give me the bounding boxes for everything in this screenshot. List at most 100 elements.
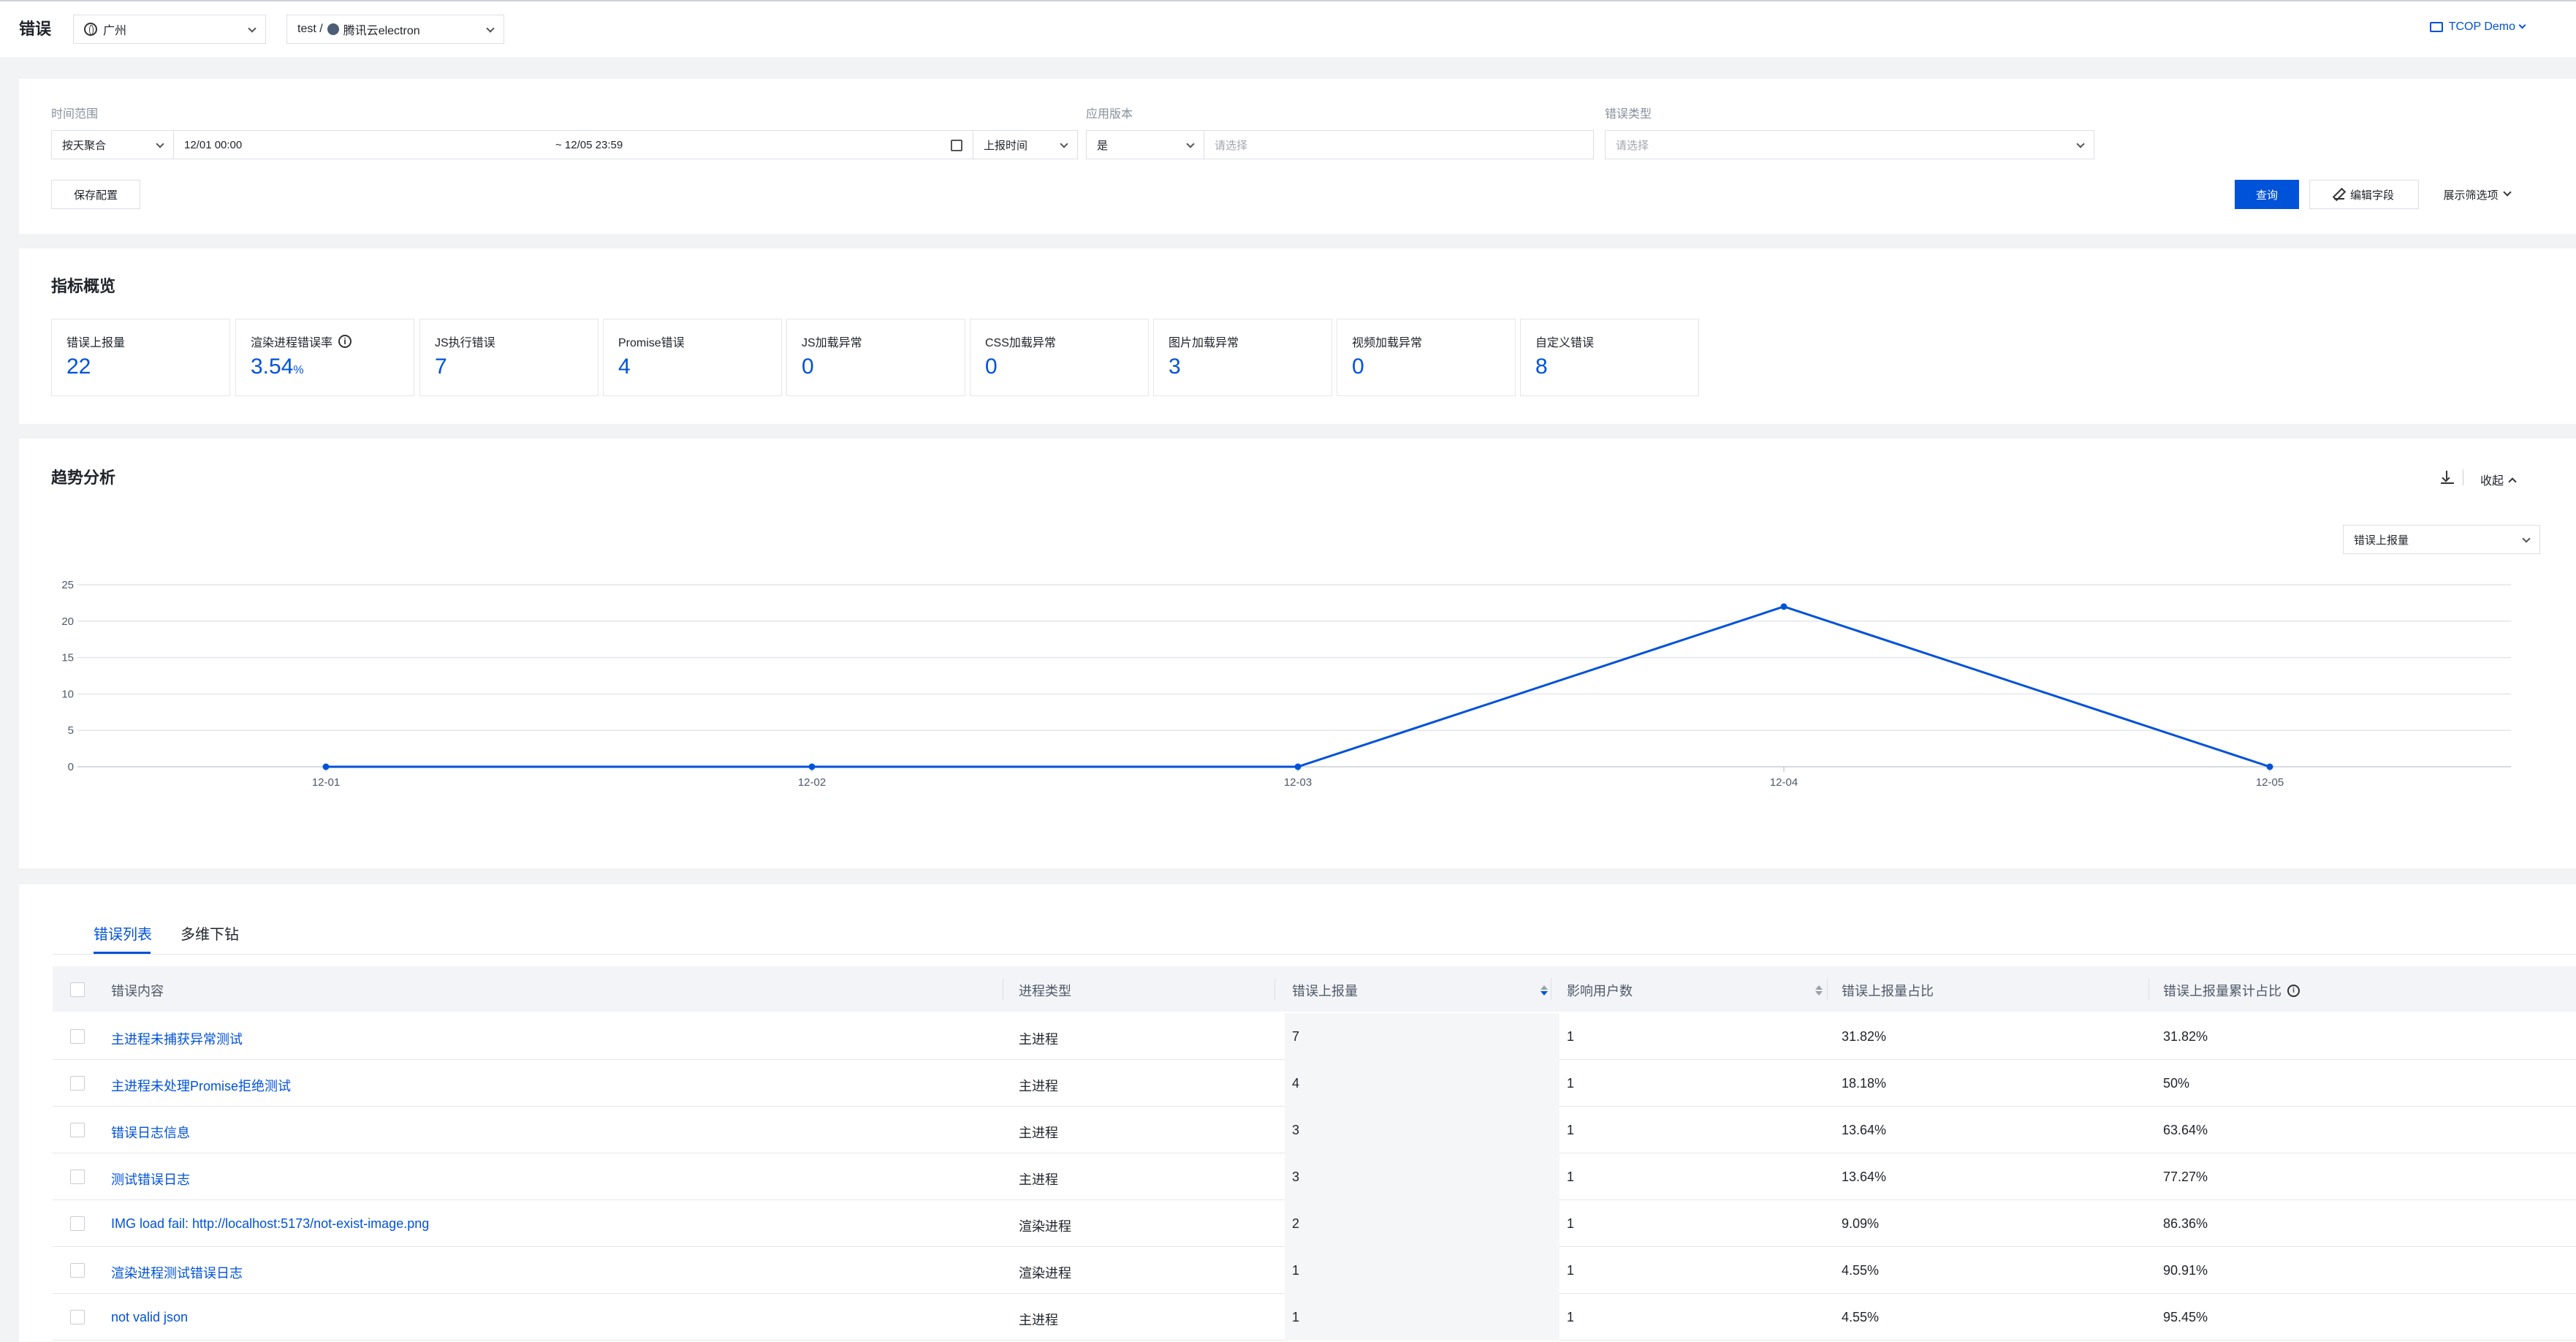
row-checkbox[interactable] bbox=[70, 1076, 85, 1091]
region-value: 广州 bbox=[103, 25, 127, 37]
cell-error-content[interactable]: 测试错误日志 bbox=[111, 1172, 190, 1187]
metric-card: JS执行错误 7 bbox=[419, 319, 599, 396]
app-icon bbox=[327, 23, 339, 35]
y-tick-label: 25 bbox=[61, 579, 74, 591]
metric-card: JS加载异常 0 bbox=[786, 319, 965, 396]
cell-error-count: 1 bbox=[1292, 1310, 1300, 1324]
metric-card: 视频加载异常 0 bbox=[1337, 319, 1516, 396]
row-checkbox[interactable] bbox=[70, 1169, 85, 1184]
chevron-down-icon bbox=[248, 24, 257, 33]
metric-card: 渲染进程错误率 i 3.54% bbox=[235, 319, 414, 396]
row-checkbox[interactable] bbox=[70, 1029, 85, 1044]
show-filters-toggle[interactable]: 展示筛选项 bbox=[2429, 180, 2524, 209]
select-all-checkbox[interactable] bbox=[70, 982, 85, 997]
cell-error-count: 7 bbox=[1292, 1029, 1300, 1044]
calendar-icon bbox=[951, 140, 962, 151]
cell-error-content[interactable]: 渲染进程测试错误日志 bbox=[111, 1266, 243, 1281]
edit-fields-button[interactable]: 编辑字段 bbox=[2309, 180, 2419, 209]
cell-error-ratio: 13.64% bbox=[1842, 1169, 1887, 1184]
col-cumulative-ratio: 错误上报量累计占比 i bbox=[2163, 981, 2300, 1000]
time-field-select[interactable]: 上报时间 bbox=[973, 130, 1078, 159]
col-error-count-label: 错误上报量 bbox=[1292, 984, 1358, 998]
cell-cumulative-ratio: 95.45% bbox=[2163, 1310, 2208, 1324]
sorted-column-bg bbox=[1285, 1013, 1559, 1060]
chevron-down-icon bbox=[2502, 188, 2512, 197]
col-error-count[interactable]: 错误上报量 bbox=[1292, 981, 1548, 1000]
y-tick-label: 15 bbox=[61, 652, 74, 664]
version-input[interactable]: 请选择 bbox=[1204, 130, 1594, 159]
metric-value: 0 bbox=[1352, 355, 1364, 379]
chevron-down-icon bbox=[156, 140, 164, 148]
data-point bbox=[1294, 763, 1302, 770]
data-point bbox=[808, 763, 816, 770]
col-error-ratio: 错误上报量占比 bbox=[1842, 984, 1934, 998]
cell-error-content[interactable]: 主进程未捕获异常测试 bbox=[111, 1032, 243, 1047]
row-checkbox[interactable] bbox=[70, 1216, 85, 1231]
cell-affected-users: 1 bbox=[1567, 1029, 1575, 1044]
version-placeholder: 请选择 bbox=[1215, 139, 1248, 152]
metric-label: JS加载异常 bbox=[802, 337, 862, 349]
metric-value: 4 bbox=[618, 355, 631, 379]
error-list-panel: 错误列表 多维下钻 错误内容 进程类型 错误上报量 影响用户数 错误上报量占比 … bbox=[19, 884, 2576, 1342]
aggregation-value: 按天聚合 bbox=[62, 139, 107, 152]
tab-drilldown[interactable]: 多维下钻 bbox=[181, 927, 239, 943]
app-select[interactable]: test / 腾讯云electron bbox=[286, 15, 504, 44]
metric-card: 自定义错误 8 bbox=[1520, 319, 1699, 396]
info-icon[interactable]: i bbox=[2287, 984, 2300, 997]
trend-title: 趋势分析 bbox=[51, 469, 116, 487]
cell-affected-users: 1 bbox=[1567, 1169, 1575, 1184]
y-tick-label: 10 bbox=[61, 688, 74, 700]
cell-error-content[interactable]: 主进程未处理Promise拒绝测试 bbox=[111, 1079, 292, 1093]
page-title: 错误 bbox=[19, 20, 52, 38]
download-icon[interactable] bbox=[2439, 469, 2455, 485]
tab-error-list[interactable]: 错误列表 bbox=[94, 927, 152, 943]
query-button[interactable]: 查询 bbox=[2235, 180, 2299, 209]
table-row: 测试错误日志 主进程 3 1 13.64% 77.27% bbox=[53, 1153, 2576, 1200]
sort-icon[interactable] bbox=[1815, 985, 1823, 996]
trend-metric-select[interactable]: 错误上报量 bbox=[2343, 525, 2540, 554]
user-menu[interactable]: TCOP Demo bbox=[2429, 20, 2526, 34]
cell-error-ratio: 4.55% bbox=[1842, 1310, 1880, 1324]
region-select[interactable]: 广州 bbox=[73, 15, 266, 44]
row-checkbox[interactable] bbox=[70, 1123, 85, 1137]
metrics-title: 指标概览 bbox=[51, 277, 116, 295]
cell-process-type: 渲染进程 bbox=[1019, 1266, 1071, 1281]
sort-desc-icon[interactable] bbox=[1540, 985, 1548, 996]
edit-fields-label: 编辑字段 bbox=[2349, 189, 2394, 202]
row-checkbox[interactable] bbox=[70, 1263, 85, 1278]
monitor-icon bbox=[2429, 22, 2443, 32]
metric-label: 渲染进程错误率 i bbox=[251, 333, 352, 350]
error-type-label: 错误类型 bbox=[1605, 108, 1652, 121]
cell-affected-users: 1 bbox=[1567, 1123, 1575, 1137]
cell-error-content[interactable]: IMG load fail: http://localhost:5173/not… bbox=[111, 1216, 430, 1231]
col-affected-users[interactable]: 影响用户数 bbox=[1567, 981, 1823, 1000]
cell-error-ratio: 4.55% bbox=[1842, 1263, 1880, 1278]
metric-value: 3 bbox=[1169, 355, 1181, 379]
cell-error-content[interactable]: 错误日志信息 bbox=[111, 1126, 190, 1140]
chevron-down-icon bbox=[486, 24, 495, 33]
data-point bbox=[1780, 603, 1787, 610]
top-bar: 错误 广州 test / 腾讯云electron TCOP Demo bbox=[0, 0, 2576, 57]
cell-error-content[interactable]: not valid json bbox=[111, 1310, 189, 1324]
cell-process-type: 渲染进程 bbox=[1019, 1219, 1071, 1234]
globe-icon bbox=[84, 23, 97, 36]
info-icon[interactable]: i bbox=[338, 335, 352, 348]
row-checkbox[interactable] bbox=[70, 1310, 85, 1324]
error-type-select[interactable]: 请选择 bbox=[1605, 130, 2094, 159]
cell-cumulative-ratio: 50% bbox=[2163, 1076, 2190, 1091]
collapse-toggle[interactable]: 收起 bbox=[2480, 471, 2517, 488]
cell-error-ratio: 13.64% bbox=[1842, 1123, 1887, 1137]
cell-error-count: 4 bbox=[1292, 1076, 1300, 1091]
save-config-button[interactable]: 保存配置 bbox=[51, 180, 140, 209]
metric-value: 0 bbox=[985, 355, 998, 379]
cell-affected-users: 1 bbox=[1567, 1263, 1575, 1278]
cell-error-ratio: 9.09% bbox=[1842, 1216, 1880, 1231]
col-process-type: 进程类型 bbox=[1019, 984, 1071, 998]
chevron-down-icon bbox=[1060, 140, 1068, 148]
date-range-picker[interactable]: 12/01 00:00 ~ 12/05 23:59 bbox=[173, 130, 973, 159]
metric-card: Promise错误 4 bbox=[603, 319, 782, 396]
aggregation-select[interactable]: 按天聚合 bbox=[51, 130, 174, 159]
version-operator-select[interactable]: 是 bbox=[1086, 130, 1204, 159]
table-row: IMG load fail: http://localhost:5173/not… bbox=[53, 1200, 2576, 1247]
cell-error-count: 3 bbox=[1292, 1169, 1300, 1184]
